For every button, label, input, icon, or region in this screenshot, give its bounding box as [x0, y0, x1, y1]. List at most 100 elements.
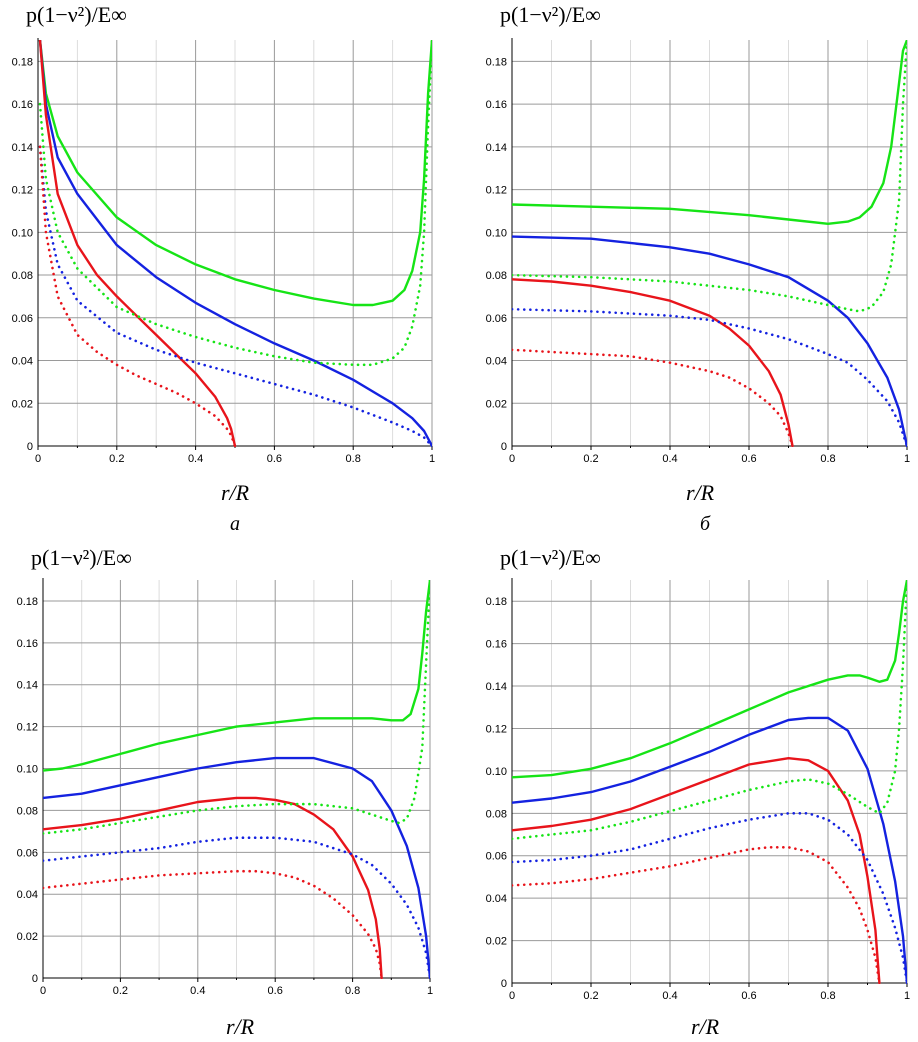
y-tick-label: 0.18 — [17, 596, 38, 608]
x-axis-title: r/R — [226, 1014, 255, 1039]
x-tick-label: 0 — [35, 453, 41, 465]
y-tick-label: 0.18 — [486, 56, 507, 68]
series-group — [43, 580, 430, 979]
x-tick-label: 1 — [427, 985, 433, 997]
series-group — [38, 40, 432, 447]
y-tick-label: 0.08 — [486, 808, 507, 820]
y-tick-label: 0.04 — [17, 889, 38, 901]
series-line-green-solid — [512, 580, 907, 779]
panel-label: а — [230, 513, 240, 535]
x-tick-label: 0.8 — [820, 990, 835, 1002]
y-axis-title: p(1−ν²)/E∞ — [26, 2, 127, 27]
series-line-green-solid — [38, 40, 432, 307]
series-line-blue-dotted — [512, 812, 907, 984]
y-tick-label: 0.18 — [486, 596, 507, 608]
series-line-green-solid — [512, 40, 907, 225]
y-tick-label: 0.12 — [486, 185, 507, 197]
y-tick-label: 0.06 — [17, 847, 38, 859]
y-tick-label: 0.10 — [17, 764, 38, 776]
x-tick-label: 0.8 — [820, 453, 835, 465]
y-tick-label: 0.02 — [17, 931, 38, 943]
x-tick-label: 1 — [904, 453, 910, 465]
series-line-green-dotted — [43, 580, 430, 835]
y-tick-label: 0.04 — [12, 356, 33, 368]
y-axis-title: p(1−ν²)/E∞ — [31, 545, 132, 570]
y-tick-label: 0.18 — [12, 56, 33, 68]
y-tick-label: 0 — [27, 441, 33, 453]
x-tick-label: 0.2 — [113, 985, 128, 997]
x-axis-title: r/R — [691, 1014, 720, 1039]
series-line-red-solid — [512, 757, 881, 984]
y-tick-label: 0.16 — [486, 99, 507, 111]
y-tick-label: 0.14 — [17, 680, 38, 692]
y-tick-label: 0.08 — [12, 270, 33, 282]
y-tick-label: 0.16 — [17, 638, 38, 650]
y-tick-label: 0.06 — [486, 851, 507, 863]
x-tick-label: 0.6 — [741, 453, 756, 465]
x-tick-label: 0 — [40, 985, 46, 997]
x-tick-label: 1 — [904, 990, 910, 1002]
series-line-red-dotted — [512, 348, 794, 447]
series-line-red-solid — [512, 278, 794, 447]
series-line-blue-dotted — [512, 307, 907, 447]
y-axis-title: p(1−ν²)/E∞ — [500, 545, 601, 570]
series-line-green-solid — [43, 580, 430, 772]
y-tick-label: 0.04 — [486, 893, 507, 905]
y-tick-label: 0.12 — [12, 185, 33, 197]
y-tick-label: 0.06 — [12, 313, 33, 325]
y-tick-label: 0.02 — [486, 936, 507, 948]
y-tick-label: 0.12 — [486, 723, 507, 735]
x-tick-label: 0.2 — [583, 453, 598, 465]
y-tick-label: 0.10 — [12, 227, 33, 239]
chart-panel-1: 0 0.2 0.4 0.6 0.8 1 0 0.02 0.04 0.06 0.08 0.10 0.12 0… — [486, 2, 910, 535]
y-tick-label: 0 — [501, 978, 507, 990]
y-tick-label: 0.14 — [486, 142, 507, 154]
y-tick-label: 0.12 — [17, 722, 38, 734]
y-tick-label: 0.04 — [486, 356, 507, 368]
series-line-red-solid — [43, 796, 383, 979]
series-line-blue-solid — [43, 756, 430, 979]
x-tick-label: 0 — [509, 453, 515, 465]
y-tick-label: 0.10 — [486, 766, 507, 778]
series-line-blue-solid — [512, 716, 907, 984]
x-tick-label: 0.6 — [268, 985, 283, 997]
y-tick-label: 0.16 — [486, 639, 507, 651]
y-tick-label: 0.10 — [486, 227, 507, 239]
x-tick-label: 0.4 — [190, 985, 205, 997]
y-tick-label: 0.14 — [486, 681, 507, 693]
y-tick-label: 0.16 — [12, 99, 33, 111]
series-line-blue-dotted — [43, 836, 430, 979]
x-axis-title: r/R — [221, 480, 250, 505]
chart-panel-0: 0 0.2 0.4 0.6 0.8 1 0 0.02 0.04 0.06 0.08 0.10 0.12 0… — [12, 2, 435, 535]
x-tick-label: 0.4 — [188, 453, 203, 465]
series-line-red-dotted — [43, 869, 383, 979]
x-axis-title: r/R — [686, 480, 715, 505]
series-line-blue-dotted — [38, 145, 432, 447]
y-tick-label: 0.14 — [12, 142, 33, 154]
series-line-green-dotted — [38, 40, 432, 367]
y-tick-label: 0.08 — [486, 270, 507, 282]
panel-label: б — [700, 513, 711, 535]
x-tick-label: 0.2 — [109, 453, 124, 465]
x-tick-label: 0.6 — [741, 990, 756, 1002]
series-line-red-dotted — [38, 145, 237, 447]
chart-panel-2: 0 0.2 0.4 0.6 0.8 1 0 0.02 0.04 0.06 0.08 0.10 0.12 0… — [17, 545, 433, 1039]
y-tick-label: 0.08 — [17, 805, 38, 817]
x-tick-label: 0.8 — [345, 985, 360, 997]
x-tick-label: 0.8 — [346, 453, 361, 465]
x-tick-label: 0.4 — [662, 453, 677, 465]
series-group — [512, 580, 907, 984]
series-line-blue-solid — [512, 235, 907, 447]
series-group — [512, 40, 907, 447]
series-line-blue-solid — [38, 40, 432, 447]
series-line-red-dotted — [512, 846, 881, 984]
y-tick-label: 0 — [501, 441, 507, 453]
x-tick-label: 1 — [429, 453, 435, 465]
x-tick-label: 0 — [509, 990, 515, 1002]
series-line-red-solid — [38, 40, 237, 447]
y-tick-label: 0.06 — [486, 313, 507, 325]
y-tick-label: 0.02 — [486, 398, 507, 410]
x-tick-label: 0.6 — [267, 453, 282, 465]
series-line-green-dotted — [512, 40, 907, 313]
